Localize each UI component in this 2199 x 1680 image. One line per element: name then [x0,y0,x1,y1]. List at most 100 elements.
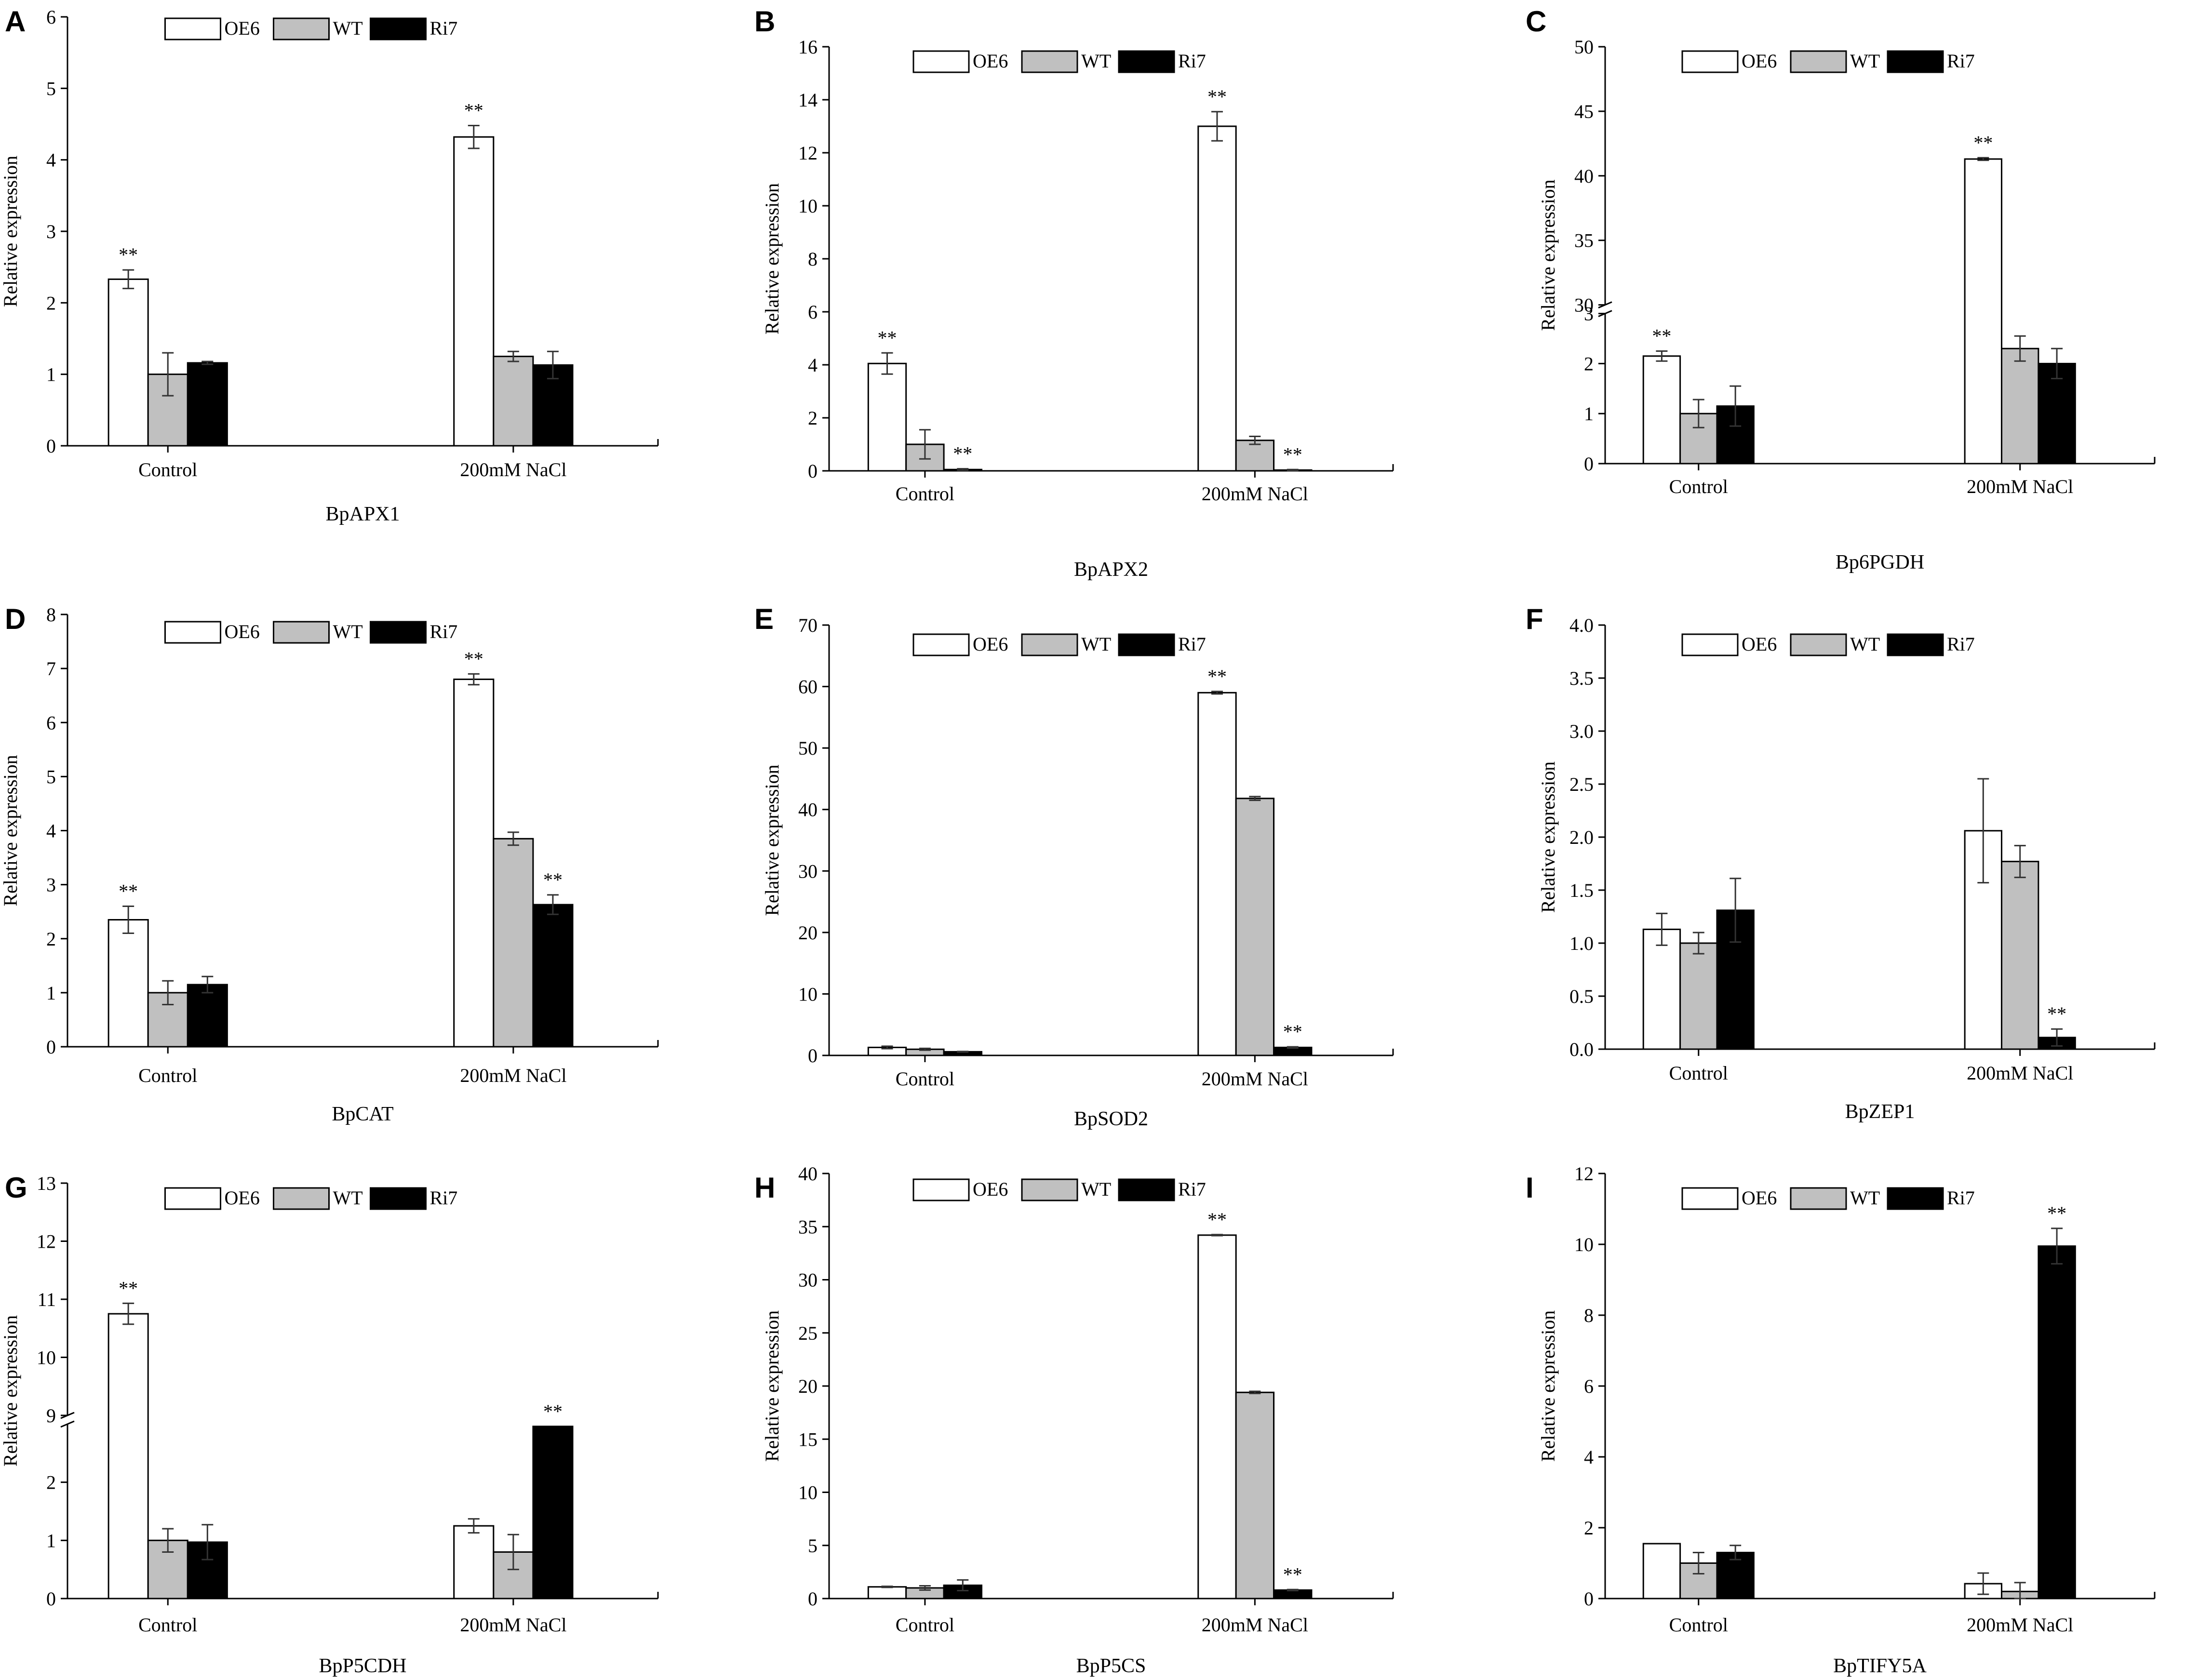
y-tick-label: 0 [808,1045,818,1067]
legend-swatch-oe6 [164,1187,221,1210]
y-tick-label: 2 [46,1472,56,1493]
y-tick-label: 10 [1574,1234,1594,1255]
y-tick-label: 25 [798,1322,818,1344]
legend-label-oe6: OE6 [1742,1187,1777,1209]
y-tick-label: 2.5 [1569,773,1594,795]
bar-oe6 [1642,928,1681,1050]
y-tick-label: 50 [1574,36,1594,58]
panel-letter: B [754,5,775,38]
y-tick-label: 5 [808,1535,818,1557]
y-tick-label: 40 [1574,165,1594,187]
category-label: 200mM NaCl [1967,1614,2073,1636]
significance-label: ** [543,869,563,891]
y-axis-label: Relative expression [761,1310,783,1462]
y-tick-label: 0 [808,1588,818,1610]
bar-ri7 [2038,362,2076,465]
y-tick-label: 8 [46,604,56,626]
significance-label: ** [2047,1202,2066,1224]
legend-swatch-ri7 [1887,1187,1944,1210]
legend-label-ri7: Ri7 [430,621,458,642]
legend-label-wt: WT [333,1187,363,1209]
y-tick-label: 8 [1584,1305,1594,1326]
y-tick-label: 15 [798,1428,818,1450]
legend-label-wt: WT [1081,1178,1111,1200]
significance-label: ** [953,443,972,465]
y-tick-label: 6 [46,712,56,733]
legend-swatch-wt [1790,633,1847,656]
panel-A: 0 1 2 3 4 5 6 Relative expression Control ** 200mM… [0,5,659,525]
panel-letter: G [5,1172,27,1204]
y-tick-label: 1 [1584,403,1594,425]
legend-swatch-ri7 [1887,50,1944,73]
bar-wt [1235,1391,1275,1600]
significance-label: ** [464,99,483,121]
panel-I: 0 2 4 6 8 10 12 Relative expression Control 200mM… [1526,1163,2156,1677]
y-tick-label: 2 [46,292,56,314]
y-tick-label: 2 [1584,353,1594,374]
legend-label-oe6: OE6 [225,1187,260,1209]
y-tick-label: 11 [37,1289,56,1310]
y-tick-label: 4 [808,354,818,376]
y-tick-label: 1 [46,364,56,386]
bar-oe6 [1964,158,2003,465]
y-tick-label: 10 [37,1347,56,1368]
panel-title: BpTIFY5A [1833,1655,1927,1677]
significance-label: ** [1283,443,1302,465]
legend-label-wt: WT [1850,1187,1880,1209]
category-label: 200mM NaCl [1202,483,1308,505]
panel-letter: D [5,603,26,635]
y-tick-label: 70 [798,614,818,636]
significance-label: ** [119,244,138,266]
category-label: Control [896,483,954,505]
y-tick-label: 45 [1574,101,1594,122]
y-tick-label: 6 [1584,1375,1594,1397]
y-tick-label: 12 [37,1230,56,1252]
bar-ri7 [532,904,574,1048]
y-tick-label: 0 [46,1036,56,1058]
legend-swatch-oe6 [912,50,970,73]
y-tick-label: 12 [1574,1163,1594,1185]
significance-label: ** [119,1277,138,1299]
significance-label: ** [1207,86,1227,107]
bar-ri7 [187,984,228,1048]
bar-ri7 [187,362,228,447]
legend-swatch-oe6 [912,633,970,656]
panel-title: BpP5CDH [319,1655,406,1677]
bar-oe6 [1642,1543,1681,1600]
panel-letter: A [5,5,26,38]
y-tick-label: 0.0 [1569,1039,1594,1060]
bar-wt [1235,798,1275,1056]
y-tick-label: 16 [798,36,818,58]
y-tick-label: 50 [798,737,818,759]
y-tick-label: 10 [798,983,818,1005]
y-tick-label: 4 [46,820,56,842]
y-tick-label: 35 [798,1216,818,1238]
y-tick-label: 2 [808,407,818,429]
category-label: Control [1669,1062,1728,1084]
category-label: Control [1669,476,1728,497]
legend-label-wt: WT [1850,633,1880,655]
bar-wt [1679,942,1718,1050]
panel-D: 0 1 2 3 4 5 6 7 8 Relative expression Control ** 200… [0,603,659,1125]
legend-swatch-ri7 [370,17,427,40]
panel-title: BpAPX1 [325,503,400,525]
significance-label: ** [543,1400,563,1422]
y-tick-label: 9 [46,1405,56,1427]
significance-label: ** [1283,1563,1302,1585]
category-label: Control [896,1614,954,1636]
y-tick-label: 13 [37,1173,56,1194]
y-tick-label: 0 [808,460,818,482]
bar-wt [2001,347,2039,465]
significance-label: ** [464,648,483,669]
y-axis-label: Relative expression [1537,1310,1559,1462]
y-tick-label: 1 [46,1530,56,1551]
significance-label: ** [1283,1021,1302,1042]
y-tick-label: 6 [46,6,56,28]
bar-wt [493,356,534,447]
panel-letter: C [1526,5,1546,38]
y-axis-label: Relative expression [0,156,21,307]
legend-swatch-wt [273,17,330,40]
bar-ri7 [2038,1245,2076,1600]
